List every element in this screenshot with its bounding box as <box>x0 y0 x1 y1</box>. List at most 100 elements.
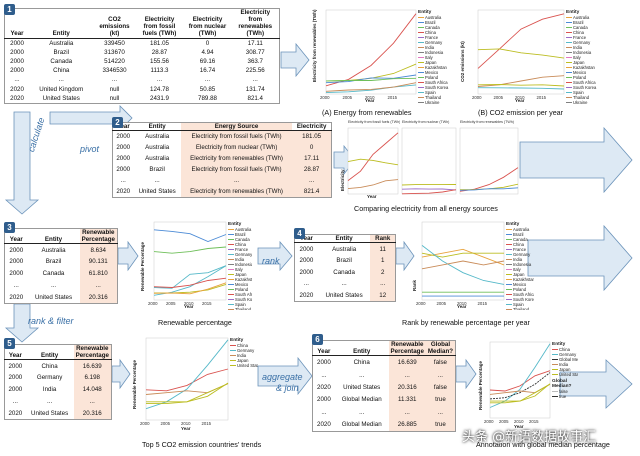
legend-item: Germany <box>418 40 455 45</box>
x-axis-label: Year <box>457 304 467 309</box>
table-cell: ... <box>111 76 118 84</box>
series-line-india <box>347 179 399 190</box>
table-row: ............ <box>313 405 456 419</box>
watermark: 头条 @新语数据故事汇 <box>462 430 597 445</box>
legend-swatch <box>506 254 512 256</box>
series-line-united-states <box>477 48 565 59</box>
legend-swatch <box>566 27 572 29</box>
legend-item: Ukraine <box>566 100 603 104</box>
series-line-china <box>347 132 399 181</box>
table-cell: Canada <box>42 270 65 278</box>
table-cell: United States <box>325 291 363 299</box>
panel4-badge: 4 <box>294 228 305 239</box>
flow-label-join: & join <box>276 383 299 393</box>
table-row: 2000 China 3346530 1113.3 16.74 225.56 <box>5 66 280 75</box>
table-cell: Electricity from renewables (TWh) <box>180 185 293 198</box>
legend-label: Brazil <box>513 232 524 237</box>
table-cell: United States <box>343 383 381 391</box>
table-cell: 821.4 <box>247 94 263 102</box>
table-cell: Australia <box>332 245 357 253</box>
table-cell: true <box>425 393 456 406</box>
table-cell: 11 <box>370 242 396 255</box>
table-cell: United States <box>31 409 69 417</box>
legend-item: Thailand <box>566 95 603 100</box>
legend-item: Japan <box>418 60 455 65</box>
table-cell: 2000 <box>10 48 24 56</box>
legend-label: China <box>237 343 248 348</box>
legend-item: China <box>552 347 578 352</box>
legend-swatch <box>506 304 512 306</box>
legend-swatch <box>566 82 572 84</box>
legend-swatch <box>506 279 512 281</box>
legend-item: France <box>418 35 455 40</box>
table-cell: ... <box>292 174 332 186</box>
legend-item: Brazil <box>506 232 534 237</box>
table-header-row: Year Entity Rank <box>294 234 396 244</box>
legend-swatch <box>228 239 234 241</box>
table-cell: ... <box>252 76 258 84</box>
arrow-compare-out <box>519 126 633 194</box>
col-header: Year <box>4 8 30 39</box>
table-cell: ... <box>156 76 163 84</box>
y-axis-label: Electricity from renewables (TWh) <box>312 9 317 82</box>
legend-item: Indonesia <box>566 50 603 55</box>
x-tick-label: 2005 <box>499 419 509 424</box>
legend-item: Germany <box>228 252 252 257</box>
table-row: 2020 United Kingdom null 124.78 50.85 131.74 <box>5 84 280 93</box>
legend-item: Poland <box>506 287 534 292</box>
table-row: 2000 Canada 61.810 <box>5 267 118 280</box>
legend-item: France <box>228 247 252 252</box>
x-tick-label: 2005 <box>166 301 176 306</box>
legend-label: Spain <box>573 90 584 95</box>
table-cell: 2020 <box>317 421 331 429</box>
series-line-canada <box>325 77 417 82</box>
table-cell: 2000 <box>9 246 24 254</box>
legend-swatch <box>566 57 572 59</box>
table-cell: ... <box>120 176 126 184</box>
legend-item: South Africa <box>506 292 534 297</box>
legend-item: Germany <box>552 352 578 357</box>
legend-swatch <box>552 396 558 398</box>
table-cell: ... <box>321 371 327 379</box>
col-header: Renewable Percentage <box>73 344 112 361</box>
chart-svg <box>401 127 457 195</box>
legend-item: Australia <box>506 227 534 232</box>
legend-swatch <box>230 345 236 347</box>
legend-swatch <box>566 42 572 44</box>
x-tick-label: 2005 <box>436 301 447 306</box>
table-cell: ... <box>73 395 112 408</box>
x-tick-label: 2010 <box>365 95 375 100</box>
legend-swatch <box>228 284 234 286</box>
table-cell: 2000 <box>317 359 331 367</box>
legend-label: Thailand <box>425 95 442 100</box>
legend-swatch <box>228 254 234 256</box>
legend-label: Japan <box>573 60 585 65</box>
arrow-rank-out <box>527 224 633 292</box>
legend-swatch <box>552 364 558 366</box>
table-header-row: Year Entity Renewable Percentage <box>4 344 112 361</box>
legend-title: Entity <box>566 10 580 15</box>
x-axis-label: Year <box>514 424 524 429</box>
table-cell: 0 <box>205 39 210 47</box>
legend-label: Thailand <box>235 307 252 310</box>
table-cell: 363.7 <box>247 58 263 66</box>
table-row: 2020 United States Electricity from renewa… <box>113 185 332 198</box>
plot-area <box>459 127 519 195</box>
table-cell: false <box>425 355 456 369</box>
legend-swatch <box>566 77 572 79</box>
legend-item: China <box>228 242 252 247</box>
legend-label: Germany <box>513 252 531 257</box>
legend-label: China <box>513 242 524 247</box>
table-cell: China <box>41 362 58 370</box>
legend-item: Germany <box>566 40 603 45</box>
panel3-table: Year Entity Renewable Percentage 2000 Aus… <box>4 228 118 304</box>
table-cell: 821.4 <box>292 185 332 198</box>
table-cell: 3346530 <box>102 67 127 75</box>
legend-label: Japan <box>425 60 437 65</box>
legend-label: United States <box>237 363 258 368</box>
table-cell: 6.198 <box>73 372 112 384</box>
table-cell: ... <box>12 397 18 405</box>
legend-swatch <box>418 87 424 89</box>
table-cell: ... <box>425 368 456 382</box>
